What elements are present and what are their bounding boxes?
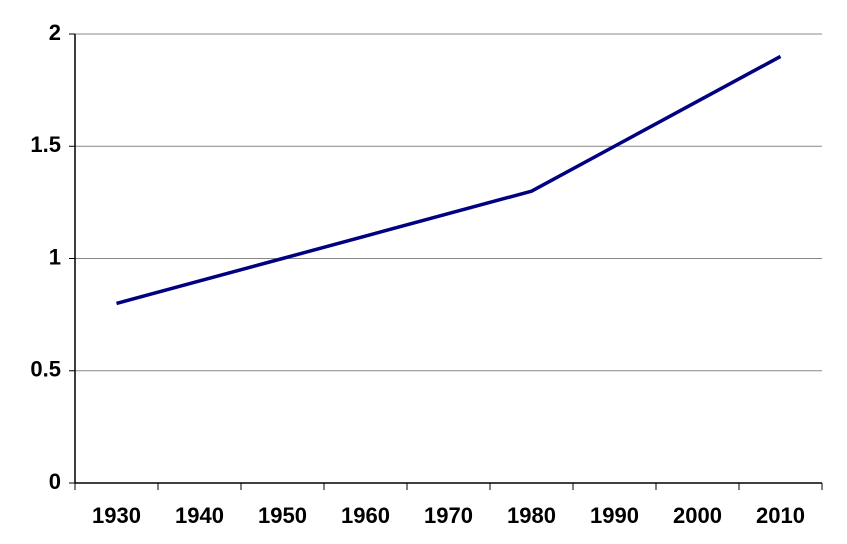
x-tick-label: 1970: [424, 503, 473, 528]
x-tick-label: 1950: [258, 503, 307, 528]
x-tick-label: 1980: [507, 503, 556, 528]
y-tick-label: 2: [49, 20, 61, 45]
y-tick-label: 1.5: [30, 132, 61, 157]
y-tick-label: 1: [49, 244, 61, 269]
y-tick-label: 0: [49, 469, 61, 494]
data-line: [116, 54, 782, 306]
x-tick-label: 2010: [756, 503, 805, 528]
x-tick-label: 1940: [175, 503, 224, 528]
x-tick-label: 1990: [590, 503, 639, 528]
x-tick-label: 1960: [341, 503, 390, 528]
x-tick-label: 1930: [92, 503, 141, 528]
x-tick-label: 2000: [673, 503, 722, 528]
y-tick-label: 0.5: [30, 357, 61, 382]
